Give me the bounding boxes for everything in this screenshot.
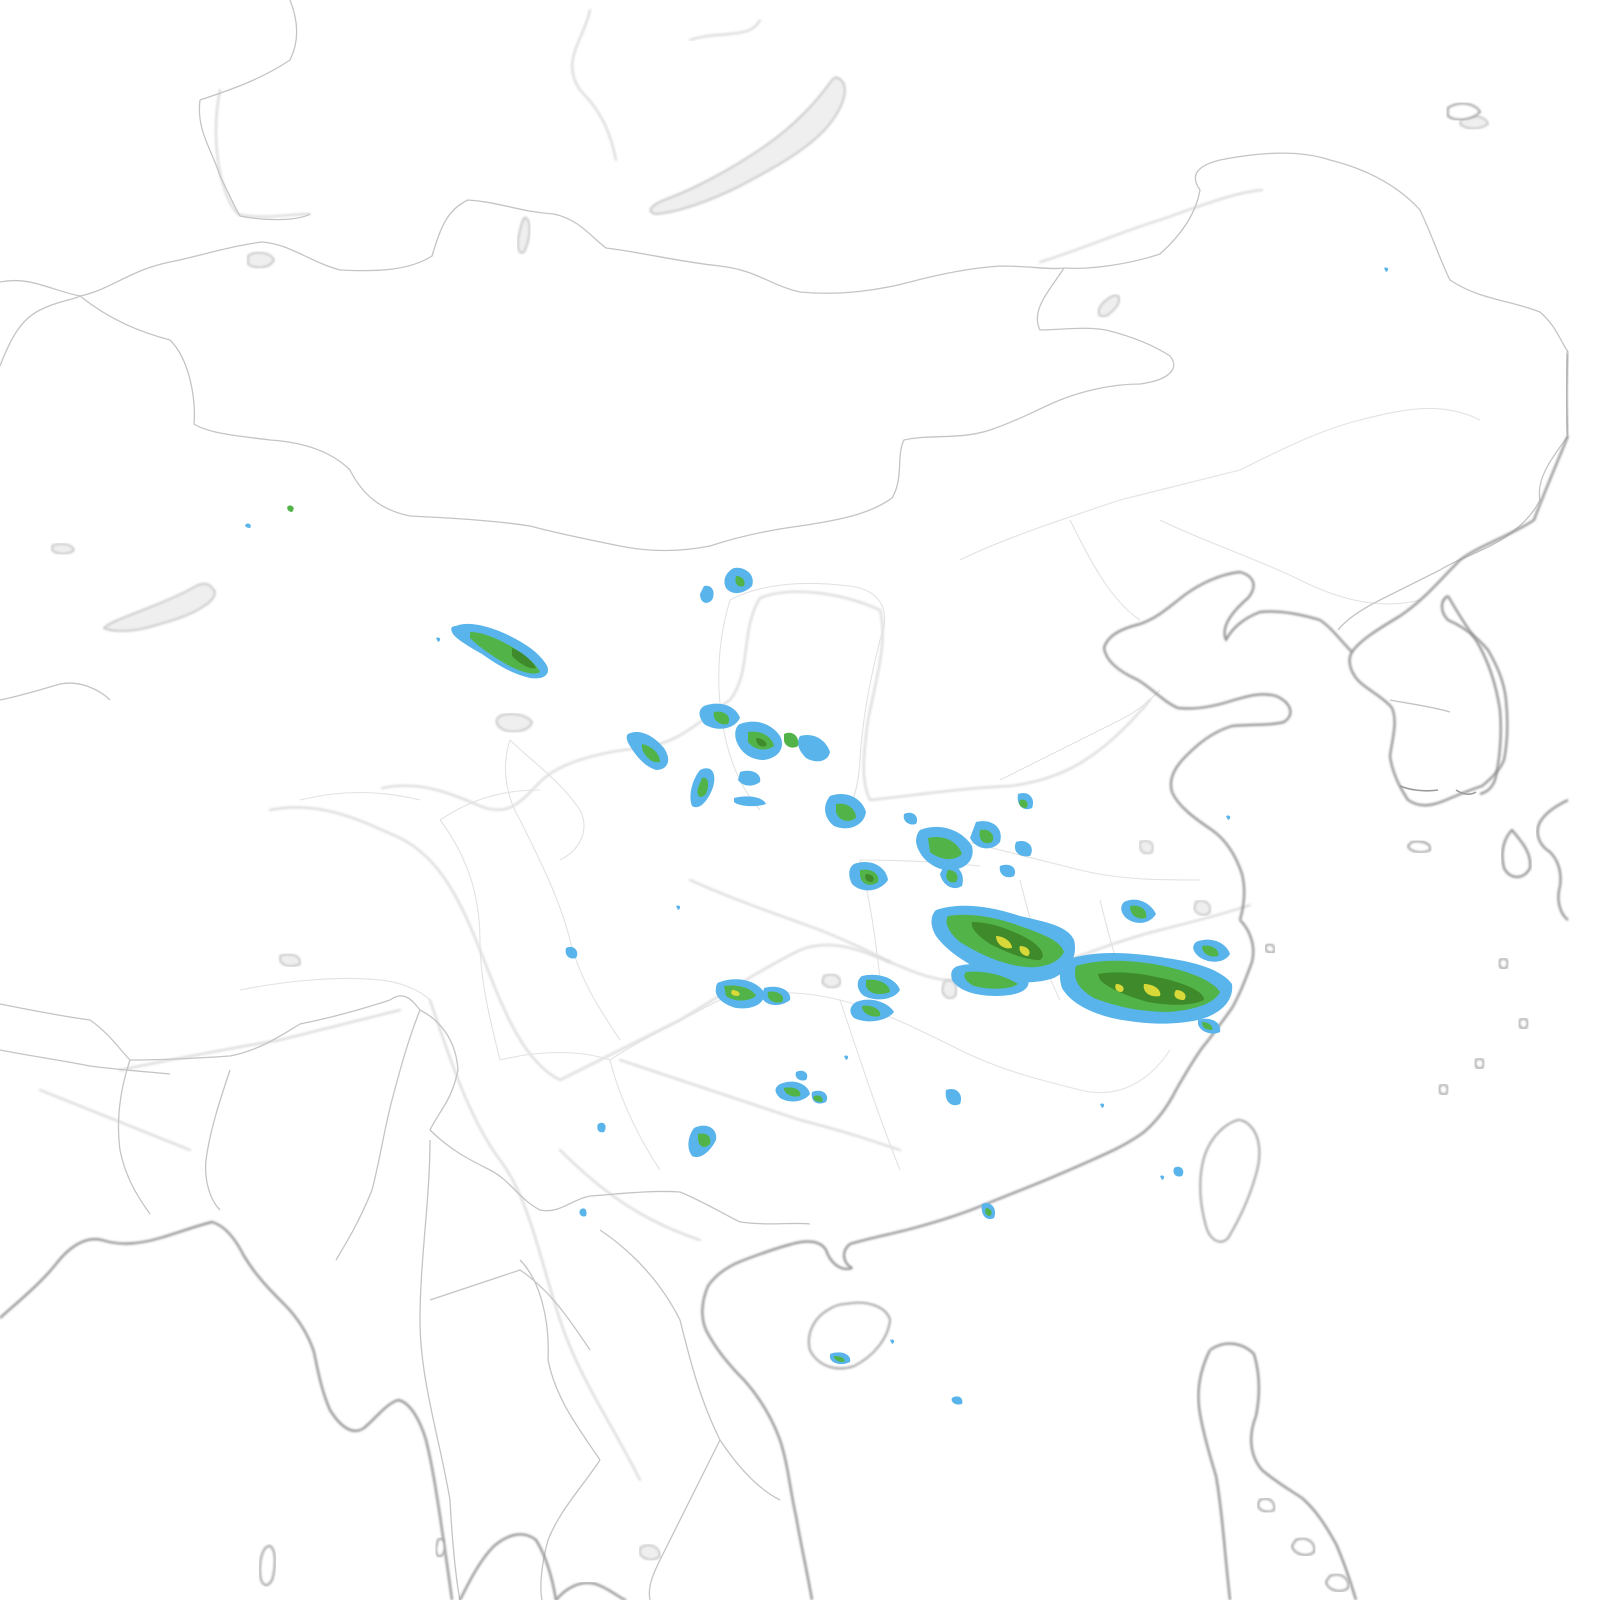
lake-uvs: [247, 251, 275, 269]
hainan-island: [808, 1301, 891, 1370]
lakes: [51, 76, 1489, 1561]
lake-qinghai: [495, 713, 533, 733]
sri-lanka-north: [259, 1545, 276, 1586]
philippines-luzon-west: [1197, 1349, 1232, 1600]
kazakhstan-china-border: [0, 295, 81, 367]
shanxi-cell[interactable]: [825, 792, 1034, 857]
hubei-cell[interactable]: [565, 946, 791, 1009]
thailand-laos-border: [429, 1269, 591, 1351]
japan-honshu-west: [1501, 828, 1532, 879]
myanmar-thailand-border: [419, 1139, 461, 1600]
china-southeast-coast: [843, 919, 1255, 1269]
ningxia-cell[interactable]: [626, 703, 740, 770]
anhui-jiangsu-cell[interactable]: [931, 899, 1231, 996]
zhejiang-cell[interactable]: [1059, 953, 1233, 1034]
philippine-island-1: [1291, 1537, 1316, 1556]
ryukyu-island-3: [1438, 1083, 1449, 1096]
lake-tai: [1193, 899, 1212, 916]
philippine-island-2: [1325, 1573, 1350, 1592]
yangtze-river: [268, 806, 1252, 1082]
china-russia-northeast-border: [1063, 152, 1569, 353]
china-russia-ussuri-border: [1439, 435, 1569, 571]
yellow-river: [380, 590, 1152, 811]
ryukyu-island-2: [1474, 1057, 1485, 1070]
lake-tonle-sap: [639, 1544, 661, 1561]
jeju-island: [1406, 840, 1432, 853]
lake-khovsgol: [517, 216, 531, 254]
indochina-west-coast: [459, 1533, 558, 1600]
pearl-river: [618, 1058, 902, 1152]
hainan-cell[interactable]: [579, 1208, 963, 1405]
lake-issyk-kul: [51, 543, 75, 555]
russia-kazakhstan-border: [199, 0, 298, 101]
laos-vietnam-border: [599, 1229, 781, 1501]
myanmar-india-border: [335, 1009, 421, 1261]
shaanxi-north-cell[interactable]: [690, 721, 830, 808]
leizhou-coast: [701, 1240, 853, 1600]
bohai-coast: [1102, 570, 1353, 921]
lake-balkhash: [102, 583, 216, 632]
islands: [259, 102, 1529, 1592]
zhoushan-island: [1264, 943, 1276, 954]
central-asia-border: [0, 682, 111, 701]
cambodia-vietnam-border: [648, 1439, 721, 1600]
india-bangladesh-border: [204, 1069, 231, 1211]
india-bangladesh-border-2: [117, 1059, 151, 1215]
inner-mongolia-cell[interactable]: [700, 567, 753, 603]
lake-dongting: [821, 973, 842, 989]
gulf-of-thailand-coast: [555, 1581, 627, 1600]
china-vietnam-border: [679, 1191, 811, 1225]
han-river: [688, 878, 892, 964]
lake-hulun: [1097, 294, 1121, 318]
hunan-cell[interactable]: [775, 974, 962, 1106]
ryukyu-island-4: [1498, 957, 1509, 970]
japan-kyushu: [1536, 799, 1569, 921]
lake-hongze: [1139, 839, 1154, 855]
lake-baikal: [649, 76, 846, 215]
ganges-river: [38, 1088, 192, 1152]
laos-border: [519, 1259, 601, 1461]
andaman-island: [435, 1537, 446, 1558]
russia-kazakhstan-border-2: [198, 99, 311, 221]
nepal-bhutan-border: [0, 1049, 171, 1075]
thailand-cambodia-border: [540, 1459, 601, 1600]
guangxi-cell[interactable]: [597, 1122, 1184, 1220]
china-korea-border: [1337, 569, 1441, 631]
coastlines: [0, 351, 1570, 1600]
rivers: [38, 8, 1264, 1482]
henan-cell[interactable]: [849, 812, 1016, 891]
ryukyu-island-1: [1518, 1017, 1529, 1030]
philippine-island-3: [1257, 1497, 1276, 1513]
korea-south-islands: [1399, 785, 1477, 795]
yenisei-river: [571, 8, 618, 162]
red-river: [558, 1148, 702, 1242]
amur-river: [1038, 188, 1264, 264]
russia-mongolia-border: [0, 199, 1065, 297]
china-east-coast: [1348, 435, 1570, 807]
mongolia-china-border: [79, 267, 1175, 552]
international-borders: [0, 0, 1569, 1600]
western-china-border: [0, 995, 421, 1061]
taiwan-island: [1199, 1119, 1261, 1243]
brahmaputra-river: [118, 1008, 402, 1072]
russia-pacific-coast: [1565, 351, 1570, 437]
angara-river: [688, 18, 762, 42]
china-myanmar-border: [419, 1009, 681, 1212]
korea-coast: [1447, 595, 1502, 796]
precipitation-layer: [245, 267, 1389, 1405]
irtysh-river: [214, 88, 312, 218]
philippines-coast: [1209, 1342, 1358, 1600]
province-boundaries: [239, 407, 1481, 1171]
sakhalin-south: [1447, 102, 1482, 121]
north-korea-south-korea-border: [1389, 699, 1451, 713]
mekong-river: [428, 998, 642, 1482]
scattered-echoes: [245, 267, 1389, 1344]
gansu-west-cell[interactable]: [451, 623, 549, 679]
bay-of-bengal-coast: [0, 1220, 454, 1600]
lake-nam-co: [279, 953, 301, 967]
